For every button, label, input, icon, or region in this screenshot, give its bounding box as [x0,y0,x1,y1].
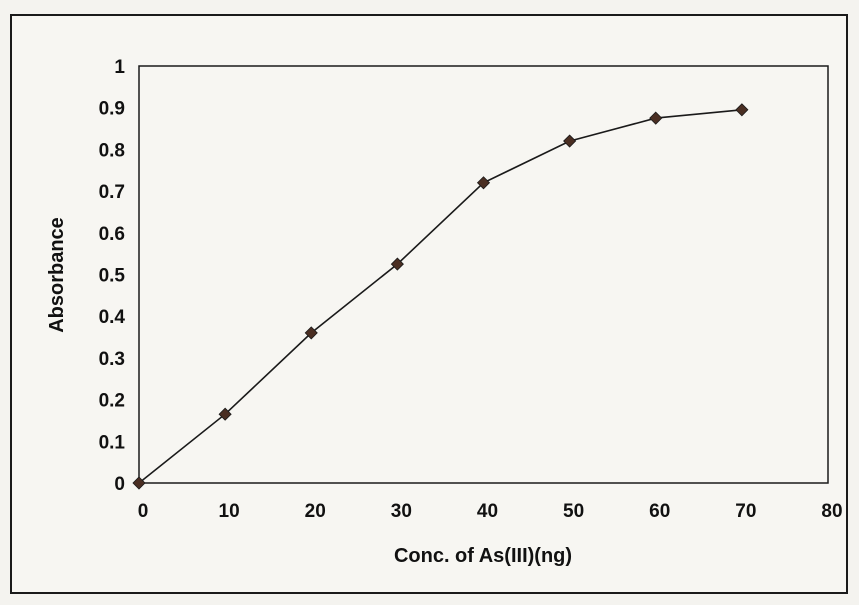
x-tick-label: 50 [563,501,584,522]
y-tick-label: 0.2 [99,391,125,412]
data-point-marker [649,111,663,125]
x-tick-label: 60 [649,501,670,522]
x-tick-label: 80 [821,501,842,522]
data-point-marker [563,134,577,148]
x-tick-label: 10 [219,501,240,522]
y-tick-label: 0.3 [99,349,125,370]
y-tick-label: 0.1 [99,432,126,453]
y-tick-label: 0.8 [99,140,125,161]
data-point-marker [476,176,491,190]
x-tick-label: 40 [477,501,498,522]
x-axis-title: Conc. of As(III)(ng) [394,545,572,567]
data-markers [132,103,749,490]
y-tick-label: 1 [114,57,125,78]
x-tick-labels: 0 10 20 30 40 50 60 70 80 [138,501,843,522]
y-tick-label: 0.6 [99,224,125,245]
y-tick-label: 0.5 [99,266,126,287]
y-tick-labels: 0 0.1 0.2 0.3 0.4 0.5 0.6 0.7 0.8 0.9 1 [99,57,126,495]
y-tick-label: 0.7 [99,182,125,203]
data-point-marker [132,476,146,490]
data-point-marker [735,103,749,117]
x-tick-label: 20 [305,501,326,522]
y-axis-title: Absorbance [46,217,68,333]
data-point-marker [218,407,232,421]
data-point-marker [304,326,318,340]
series-line [138,109,742,484]
x-tick-label: 70 [735,501,756,522]
y-tick-label: 0.4 [99,307,126,328]
chart-frame [10,14,848,594]
y-tick-label: 0.9 [99,99,125,120]
data-point-marker [390,257,404,271]
x-tick-label: 30 [391,501,412,522]
x-tick-label: 0 [138,501,149,522]
plot-area [138,65,829,484]
y-tick-label: 0 [114,474,125,495]
